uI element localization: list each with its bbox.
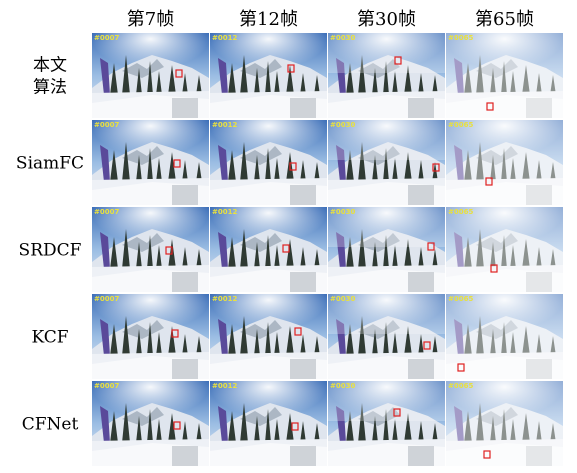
- frame-image: #0030: [328, 381, 445, 466]
- scene: [210, 120, 327, 205]
- frame-image: #0007: [92, 381, 209, 466]
- frame-number: #0007: [94, 121, 119, 129]
- frame-number: #0007: [94, 208, 119, 216]
- row-label: 算法: [33, 78, 67, 98]
- frame-image: #0065: [446, 381, 563, 466]
- haze: [446, 207, 563, 292]
- frame-number: #0030: [330, 295, 355, 303]
- frame-image: #0065: [446, 294, 563, 379]
- scene: [92, 381, 209, 466]
- frame-image: #0030: [328, 207, 445, 292]
- frame-image: #0030: [328, 120, 445, 205]
- frame-number: #0012: [212, 208, 237, 216]
- figure: 第7帧 第12帧 第30帧 第65帧本文算法 #0007 #0012 #0030 #0065 S…: [0, 0, 577, 473]
- frame-image: #0065: [446, 33, 563, 118]
- haze: [446, 120, 563, 205]
- frame-number: #0065: [448, 34, 473, 42]
- row-label: KCF: [31, 328, 68, 348]
- frame-image: #0030: [328, 33, 445, 118]
- row-label: SRDCF: [19, 241, 82, 261]
- row-label: 本文: [33, 56, 67, 76]
- frame-image: #0065: [446, 207, 563, 292]
- frame-number: #0065: [448, 208, 473, 216]
- frame-number: #0007: [94, 34, 119, 42]
- column-header: 第12帧: [239, 9, 298, 30]
- frame-number: #0030: [330, 121, 355, 129]
- scene: [92, 294, 209, 379]
- scene: [92, 33, 209, 118]
- frame-image: #0007: [92, 294, 209, 379]
- frame-number: #0012: [212, 121, 237, 129]
- frame-number: #0007: [94, 382, 119, 390]
- frame-number: #0065: [448, 121, 473, 129]
- frame-number: #0030: [330, 208, 355, 216]
- column-header: 第65帧: [475, 9, 534, 30]
- row-label: CFNet: [22, 415, 79, 435]
- column-header: 第30帧: [357, 9, 416, 30]
- frame-image: #0007: [92, 33, 209, 118]
- row-label: SiamFC: [16, 154, 84, 174]
- scene: [210, 381, 327, 466]
- scene: [210, 33, 327, 118]
- scene: [210, 207, 327, 292]
- frame-number: #0012: [212, 295, 237, 303]
- haze: [446, 33, 563, 118]
- frame-number: #0012: [212, 34, 237, 42]
- frame-image: #0012: [210, 207, 327, 292]
- frame-image: #0030: [328, 294, 445, 379]
- scene: [92, 207, 209, 292]
- frame-image: #0007: [92, 207, 209, 292]
- column-header: 第7帧: [127, 9, 174, 30]
- haze: [446, 381, 563, 466]
- frame-number: #0065: [448, 295, 473, 303]
- frame-number: #0030: [330, 382, 355, 390]
- frame-image: #0012: [210, 120, 327, 205]
- frame-image: #0012: [210, 294, 327, 379]
- frame-image: #0007: [92, 120, 209, 205]
- frame-number: #0065: [448, 382, 473, 390]
- frame-number: #0012: [212, 382, 237, 390]
- frame-number: #0030: [330, 34, 355, 42]
- scene: [92, 120, 209, 205]
- scene: [210, 294, 327, 379]
- frame-image: #0065: [446, 120, 563, 205]
- frame-number: #0007: [94, 295, 119, 303]
- frame-image: #0012: [210, 33, 327, 118]
- frame-image: #0012: [210, 381, 327, 466]
